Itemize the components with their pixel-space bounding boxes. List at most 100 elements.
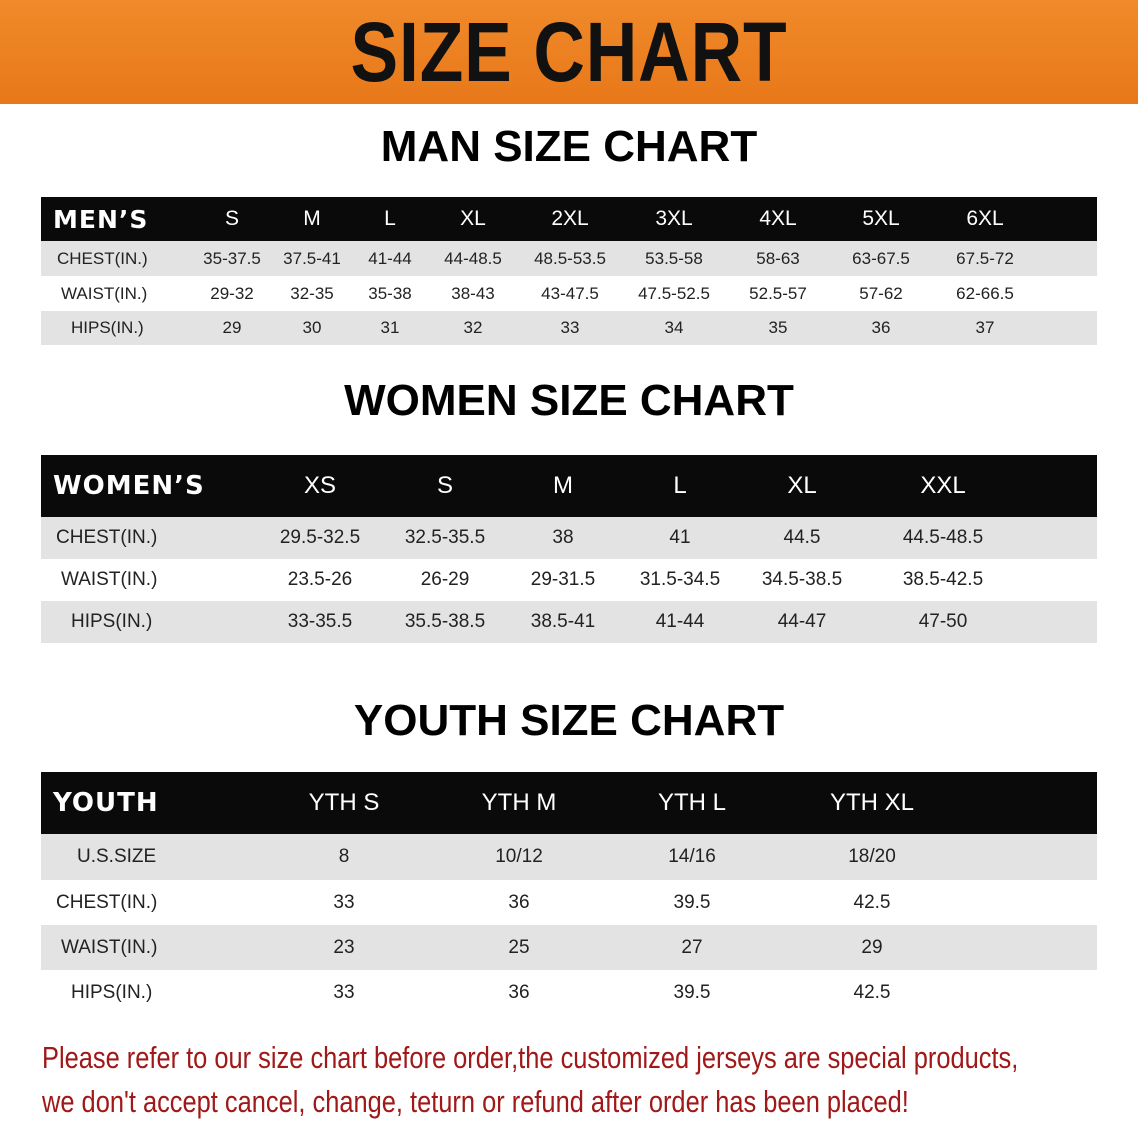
table-cell: 35 bbox=[768, 318, 788, 337]
table-cell: 14/16 bbox=[668, 846, 716, 867]
table-cell: 32 bbox=[463, 318, 483, 337]
row-label: HIPS(IN.) bbox=[71, 611, 153, 632]
size-header-m: M bbox=[553, 472, 573, 499]
table-row: U.S.SIZE 8 10/12 14/16 18/20 bbox=[41, 834, 1097, 880]
women-title: WOMEN SIZE CHART bbox=[344, 376, 794, 425]
table-cell: 43-47.5 bbox=[541, 283, 599, 303]
row-label: WAIST(IN.) bbox=[61, 569, 158, 590]
size-header-xl: XL bbox=[460, 207, 486, 230]
table-cell: 34.5-38.5 bbox=[761, 569, 843, 590]
size-header-4xl: 4XL bbox=[759, 207, 797, 230]
size-header-3xl: 3XL bbox=[655, 207, 693, 230]
table-cell: 38 bbox=[552, 527, 574, 548]
row-label: U.S.SIZE bbox=[77, 846, 157, 867]
table-cell: 36 bbox=[508, 891, 530, 913]
table-row: HIPS(IN.) 33-35.5 35.5-38.5 38.5-41 41-44 44-… bbox=[41, 601, 1097, 643]
table-cell: 37.5-41 bbox=[283, 248, 341, 268]
size-header-yth-m: YTH M bbox=[481, 789, 557, 816]
table-cell: 33 bbox=[560, 318, 580, 337]
table-cell: 35-37.5 bbox=[203, 248, 261, 268]
table-row: WAIST(IN.) 23.5-26 26-29 29-31.5 31.5-34.5 34… bbox=[41, 559, 1097, 601]
table-cell: 67.5-72 bbox=[956, 248, 1014, 268]
table-row: WAIST(IN.) 29-32 32-35 35-38 38-43 43-47.5 47.… bbox=[41, 276, 1097, 311]
table-cell: 25 bbox=[508, 936, 530, 958]
table-row: HIPS(IN.) 29 30 31 32 33 34 35 36 37 bbox=[41, 311, 1097, 345]
table-cell: 32.5-35.5 bbox=[404, 527, 486, 548]
table-cell: 38-43 bbox=[451, 283, 495, 303]
table-cell: 52.5-57 bbox=[749, 283, 807, 303]
youth-size-table: YOUTH YTH S YTH M YTH L YTH XL U.S.SIZE 8 10/12… bbox=[41, 772, 1097, 1015]
table-cell: 35.5-38.5 bbox=[404, 611, 486, 632]
women-size-table: WOMEN’S XS S M L XL XXL CHEST(IN.) 29.5-32.5 32.5… bbox=[41, 455, 1097, 643]
table-cell: 48.5-53.5 bbox=[534, 248, 606, 268]
men-header-label: MEN’S bbox=[53, 204, 149, 234]
table-cell: 29 bbox=[222, 318, 242, 337]
row-label: WAIST(IN.) bbox=[61, 936, 158, 958]
table-cell: 57-62 bbox=[859, 283, 903, 303]
size-header-yth-l: YTH L bbox=[657, 789, 727, 816]
youth-header-label: YOUTH bbox=[53, 788, 159, 818]
table-cell: 58-63 bbox=[756, 248, 800, 268]
table-cell: 42.5 bbox=[853, 891, 891, 913]
notice-line-1: Please refer to our size chart before or… bbox=[42, 1040, 1019, 1075]
table-cell: 38.5-42.5 bbox=[902, 569, 984, 590]
table-cell: 41-44 bbox=[368, 248, 412, 268]
size-header-2xl: 2XL bbox=[551, 207, 589, 230]
women-header-label: WOMEN’S bbox=[53, 471, 205, 501]
table-cell: 41-44 bbox=[655, 611, 705, 632]
table-cell: 23 bbox=[333, 936, 355, 958]
men-header-row: MEN’S S M L XL 2XL 3XL 4XL 5XL 6XL bbox=[41, 197, 1097, 241]
table-cell: 39.5 bbox=[673, 891, 711, 913]
table-cell: 35-38 bbox=[368, 283, 412, 303]
table-row: CHEST(IN.) 35-37.5 37.5-41 41-44 44-48.5 48.5… bbox=[41, 241, 1097, 276]
table-cell: 33 bbox=[333, 891, 355, 913]
table-cell: 41 bbox=[669, 527, 691, 548]
size-header-xs: XS bbox=[303, 472, 337, 499]
youth-header-row: YOUTH YTH S YTH M YTH L YTH XL bbox=[41, 772, 1097, 834]
youth-title: YOUTH SIZE CHART bbox=[353, 696, 785, 745]
table-cell: 32-35 bbox=[290, 283, 334, 303]
table-cell: 27 bbox=[681, 936, 703, 958]
table-cell: 38.5-41 bbox=[530, 611, 596, 632]
banner-title: SIZE CHART bbox=[350, 4, 788, 99]
table-cell: 37 bbox=[975, 318, 995, 337]
size-header-s: S bbox=[224, 207, 240, 230]
size-header-xl: XL bbox=[787, 472, 817, 499]
table-cell: 47.5-52.5 bbox=[638, 283, 710, 303]
table-cell: 44.5-48.5 bbox=[902, 527, 984, 548]
table-cell: 18/20 bbox=[848, 846, 896, 867]
table-row: WAIST(IN.) 23 25 27 29 bbox=[41, 925, 1097, 970]
size-header-xxl: XXL bbox=[920, 472, 966, 499]
table-row: CHEST(IN.) 29.5-32.5 32.5-35.5 38 41 44.5 44.5… bbox=[41, 517, 1097, 559]
men-title: MAN SIZE CHART bbox=[380, 122, 758, 171]
table-cell: 36 bbox=[508, 981, 530, 1003]
row-label: HIPS(IN.) bbox=[71, 981, 153, 1003]
size-header-yth-s: YTH S bbox=[308, 789, 380, 816]
table-cell: 39.5 bbox=[673, 981, 711, 1003]
notice-line-2: we don't accept cancel, change, teturn o… bbox=[42, 1084, 909, 1119]
men-size-table: MEN’S S M L XL 2XL 3XL 4XL 5XL 6XL CHEST(IN.) 35-37… bbox=[41, 197, 1097, 345]
size-header-6xl: 6XL bbox=[966, 207, 1004, 230]
table-cell: 53.5-58 bbox=[645, 248, 703, 268]
table-cell: 29-31.5 bbox=[530, 569, 596, 590]
table-cell: 44.5 bbox=[783, 527, 821, 548]
table-cell: 29.5-32.5 bbox=[279, 527, 361, 548]
row-label: CHEST(IN.) bbox=[56, 527, 158, 548]
size-header-l: L bbox=[673, 472, 687, 499]
table-cell: 34 bbox=[664, 318, 684, 337]
size-header-l: L bbox=[384, 207, 396, 230]
banner: SIZE CHART bbox=[0, 0, 1138, 104]
row-label: CHEST(IN.) bbox=[56, 891, 158, 913]
table-cell: 36 bbox=[871, 318, 891, 337]
table-row: HIPS(IN.) 33 36 39.5 42.5 bbox=[41, 970, 1097, 1015]
table-row: CHEST(IN.) 33 36 39.5 42.5 bbox=[41, 880, 1097, 925]
table-cell: 33 bbox=[333, 981, 355, 1003]
row-label: WAIST(IN.) bbox=[61, 283, 148, 303]
table-cell: 31 bbox=[380, 318, 400, 337]
women-header-row: WOMEN’S XS S M L XL XXL bbox=[41, 455, 1097, 517]
table-cell: 44-47 bbox=[777, 611, 827, 632]
table-cell: 29-32 bbox=[210, 283, 254, 303]
table-cell: 26-29 bbox=[420, 569, 470, 590]
size-header-m: M bbox=[303, 207, 321, 230]
